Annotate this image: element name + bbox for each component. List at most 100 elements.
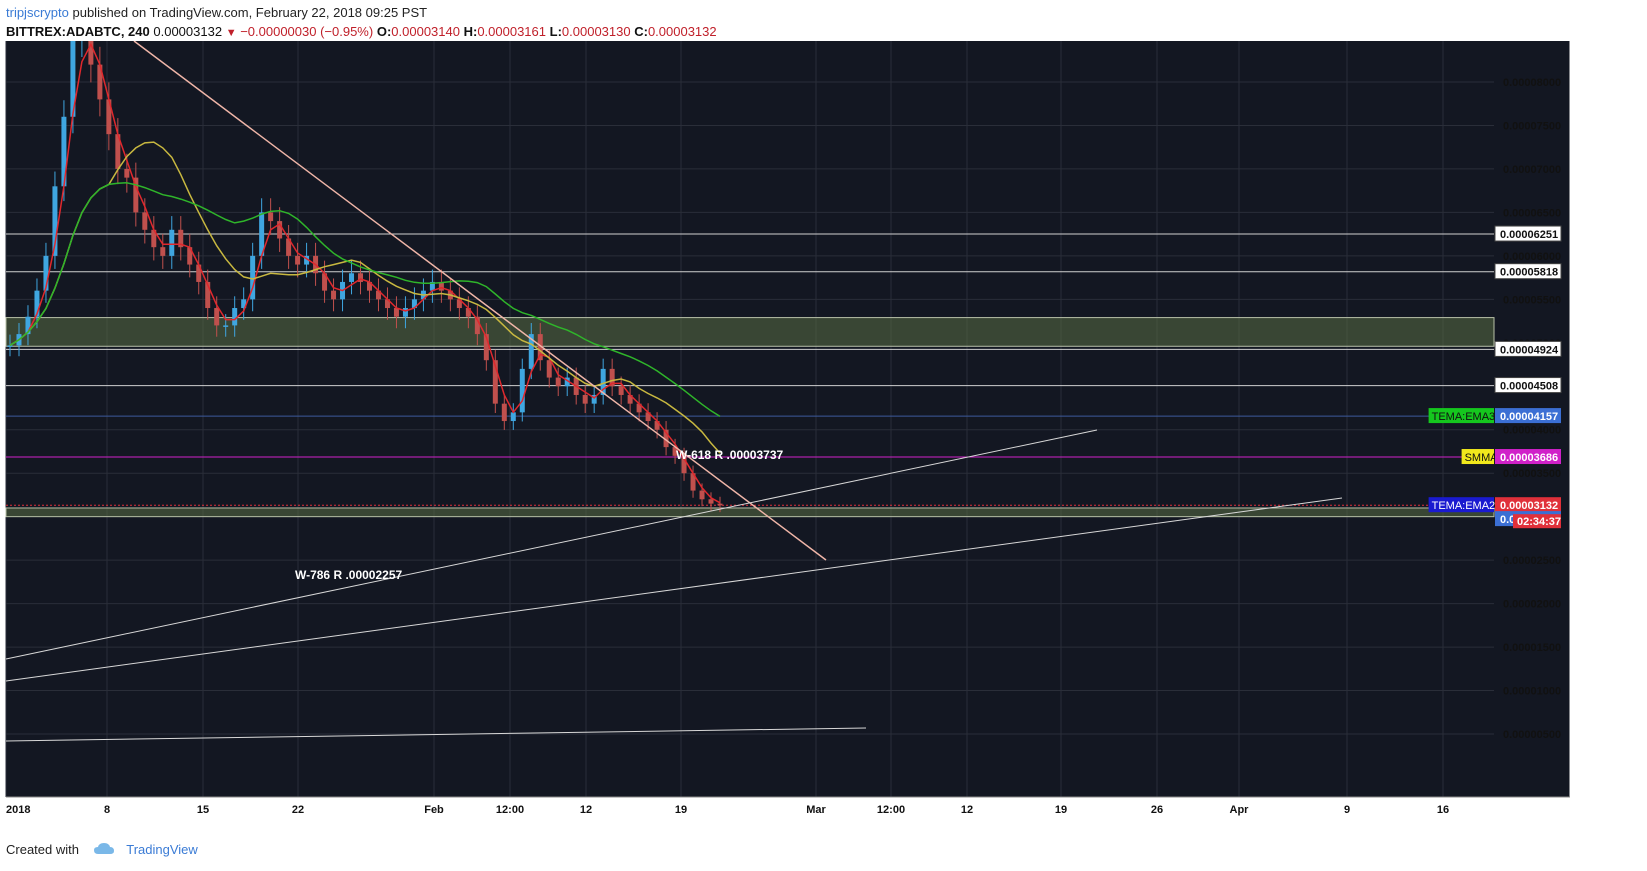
symbol-line: BITTREX:ADABTC, 240 0.00003132 ▼ −0.0000… (6, 24, 717, 39)
price-chart[interactable]: W-618 R .00003737 W-786 R .00002257 0.000… (0, 41, 1647, 841)
candle-body (43, 255, 49, 291)
candle-body (25, 316, 31, 335)
candle-body (510, 412, 516, 422)
chart-header: tripjscrypto published on TradingView.co… (6, 3, 1646, 41)
y-tick-label: 0.00002000 (1503, 599, 1561, 611)
y-tick-label: 0.00005500 (1503, 294, 1561, 306)
down-arrow-icon: ▼ (225, 27, 237, 39)
tema-ema2-tag-name-box (1428, 497, 1494, 513)
candle-body (115, 134, 121, 169)
candle-body (384, 299, 390, 309)
candle-body (268, 212, 274, 222)
candle-body (699, 490, 705, 500)
candle-body (519, 368, 525, 413)
candle-body (52, 186, 58, 256)
candle-body (537, 334, 543, 361)
y-tick-label: 0.00003500 (1503, 468, 1561, 480)
x-tick-label: Apr (1230, 804, 1250, 816)
annotations: W-618 R .00003737 W-786 R .00002257 (295, 448, 783, 582)
level-label-0-box (1494, 225, 1562, 242)
candle-body (259, 212, 265, 256)
close-key: C: (634, 24, 648, 39)
candle-body (465, 308, 471, 317)
candle-body (483, 334, 489, 361)
candle-body (591, 394, 597, 404)
tema-ema3-tag-name-box (1428, 408, 1494, 424)
candle-body (366, 281, 372, 291)
candle-body (178, 229, 184, 248)
grid (5, 41, 1494, 797)
candle-body (97, 64, 103, 100)
candle-body (322, 273, 328, 291)
x-tick-label: 2018 (6, 804, 30, 816)
candle-body (142, 212, 148, 230)
level-label-2-text: 0.00004924 (1500, 344, 1559, 356)
x-tick-label: 26 (1151, 804, 1163, 816)
candle-body (618, 386, 624, 395)
countdown-box (1513, 514, 1561, 529)
price-axis[interactable]: 0.00000500 0.00001000 0.00001500 0.00002000… (1503, 77, 1561, 741)
x-tick-label: 19 (1055, 804, 1067, 816)
candles (7, 41, 723, 513)
low-key: L: (549, 24, 562, 39)
publish-line: tripjscrypto published on TradingView.co… (6, 5, 427, 20)
candle-body (474, 316, 480, 335)
y-tick-label: 0.00002500 (1503, 555, 1561, 567)
y-tick-label: 0.00004000 (1503, 425, 1561, 437)
candle-body (61, 116, 67, 187)
x-tick-label: 19 (675, 804, 687, 816)
level-label-3-box (1494, 377, 1562, 394)
candle-body (609, 368, 615, 387)
support-zone (5, 507, 1495, 518)
x-tick-label: 16 (1437, 804, 1449, 816)
candle-body (205, 281, 211, 309)
candle-body (636, 403, 642, 413)
annotation-w618: W-618 R .00003737 (676, 448, 783, 462)
x-tick-label: Mar (806, 804, 826, 816)
footer: Created with TradingView (6, 842, 198, 868)
level-label-2-box (1494, 340, 1562, 357)
time-axis[interactable]: 2018 8 15 22 Feb 12:00 12 19 Mar 12:00 12 19 26 Apr 9 1… (6, 804, 1449, 816)
level-label-1-box (1494, 263, 1562, 280)
tema-ema2-tag-name: TEMA:EMA2 (1432, 500, 1496, 512)
tradingview-link[interactable]: TradingView (126, 842, 198, 857)
ascending-trendline-1 (5, 429, 1098, 660)
y-tick-label: 0.00006500 (1503, 207, 1561, 219)
candle-body (654, 421, 660, 430)
candle-body (232, 308, 238, 326)
x-tick-label: 8 (104, 804, 110, 816)
y-tick-label: 0.00001000 (1503, 686, 1561, 698)
y-tick-label: 0.00007500 (1503, 120, 1561, 132)
tema-ema2-tag-value: 0.00003132 (1500, 500, 1558, 512)
plot-background (6, 41, 1570, 797)
ema-green-line (9, 182, 721, 418)
candle-body (331, 290, 337, 300)
level-label-3-text: 0.00004508 (1500, 381, 1558, 393)
level-label-1-text: 0.00005818 (1500, 267, 1558, 279)
moving-averages (9, 42, 721, 504)
tema-ema3-tag-value-box (1495, 408, 1561, 424)
candle-body (375, 290, 381, 300)
x-tick-label: 12:00 (496, 804, 524, 816)
candle-body (124, 168, 130, 178)
candle-body (358, 273, 364, 282)
candle-body (645, 412, 651, 422)
x-tick-label: 9 (1344, 804, 1350, 816)
candle-body (241, 299, 247, 309)
candle-body (663, 429, 669, 448)
candle-body (582, 394, 588, 404)
symbol-label: BITTREX:ADABTC, 240 (6, 24, 150, 39)
close-value: 0.00003132 (647, 24, 717, 39)
candle-body (160, 247, 166, 256)
x-tick-label: 12 (580, 804, 592, 816)
candle-body (223, 325, 229, 327)
candle-body (429, 281, 435, 291)
candle-body (627, 394, 633, 404)
x-tick-label: 12:00 (877, 804, 905, 816)
candle-body (708, 499, 714, 504)
author-link[interactable]: tripjscrypto (6, 5, 69, 20)
ema-red-line (9, 42, 721, 504)
candle-body (34, 290, 40, 317)
high-value: 0.00003161 (477, 24, 546, 39)
x-tick-label: 22 (292, 804, 304, 816)
